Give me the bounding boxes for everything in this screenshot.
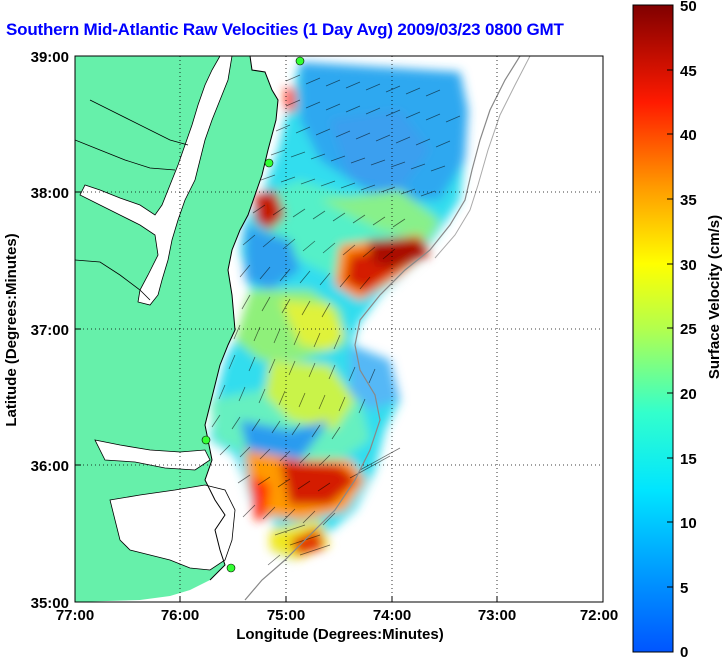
y-tick-label: 38:00 bbox=[31, 185, 69, 202]
colorbar-tick-label: 45 bbox=[680, 63, 697, 80]
colorbar-tick-label: 50 bbox=[680, 0, 697, 15]
grid bbox=[75, 56, 603, 602]
figure-title: Southern Mid-Atlantic Raw Velocities (1 … bbox=[6, 20, 564, 39]
colorbar-tick-label: 15 bbox=[680, 451, 697, 468]
x-tick-label: 72:00 bbox=[580, 607, 618, 624]
radar-station-icon bbox=[295, 56, 305, 66]
albemarle-sound bbox=[94, 439, 211, 471]
colorbar-tick-label: 5 bbox=[680, 580, 688, 597]
bathymetry-contour bbox=[244, 56, 521, 601]
radar-station-icon bbox=[226, 563, 236, 573]
colorbar-tick-label: 0 bbox=[680, 644, 688, 659]
axis-ticks bbox=[74, 55, 604, 603]
colorbar-tick-label: 30 bbox=[680, 257, 697, 274]
river-1 bbox=[75, 139, 176, 171]
pamlico-sound bbox=[109, 484, 236, 571]
y-tick-label: 37:00 bbox=[31, 322, 69, 339]
colorbar-tick-label: 40 bbox=[680, 127, 697, 144]
y-tick-label: 36:00 bbox=[31, 458, 69, 475]
y-tick-label: 39:00 bbox=[31, 49, 69, 66]
coastline bbox=[204, 56, 279, 581]
x-tick-label: 75:00 bbox=[267, 607, 305, 624]
map-area bbox=[75, 56, 603, 602]
river-3 bbox=[89, 99, 189, 146]
y-axis-label: Latitude (Degrees:Minutes) bbox=[3, 233, 20, 426]
x-tick-label: 76:00 bbox=[161, 607, 199, 624]
x-axis-label: Longitude (Degrees:Minutes) bbox=[236, 626, 444, 643]
y-tick-label: 35:00 bbox=[31, 595, 69, 612]
land-delmarva-virginia bbox=[75, 56, 278, 602]
velocity-arrows bbox=[211, 74, 461, 566]
colorbar-tick-label: 10 bbox=[680, 515, 697, 532]
x-tick-label: 73:00 bbox=[478, 607, 516, 624]
x-tick-label: 74:00 bbox=[373, 607, 411, 624]
chesapeake-bay bbox=[79, 56, 233, 306]
river-2 bbox=[75, 259, 151, 301]
colorbar-tick-label: 20 bbox=[680, 386, 697, 403]
colorbar-tick-label: 35 bbox=[680, 192, 697, 209]
x-tick-label: 77:00 bbox=[56, 607, 94, 624]
colorbar-ticks bbox=[667, 4, 673, 653]
colorbar bbox=[632, 4, 674, 653]
bathymetry-contour-2 bbox=[434, 56, 531, 259]
velocity-field bbox=[210, 62, 468, 560]
radar-station-icon bbox=[201, 435, 211, 445]
colorbar-tick-label: 25 bbox=[680, 321, 697, 338]
colorbar-label: Surface Velocity (cm/s) bbox=[706, 215, 723, 379]
radar-station-icon bbox=[264, 158, 274, 168]
